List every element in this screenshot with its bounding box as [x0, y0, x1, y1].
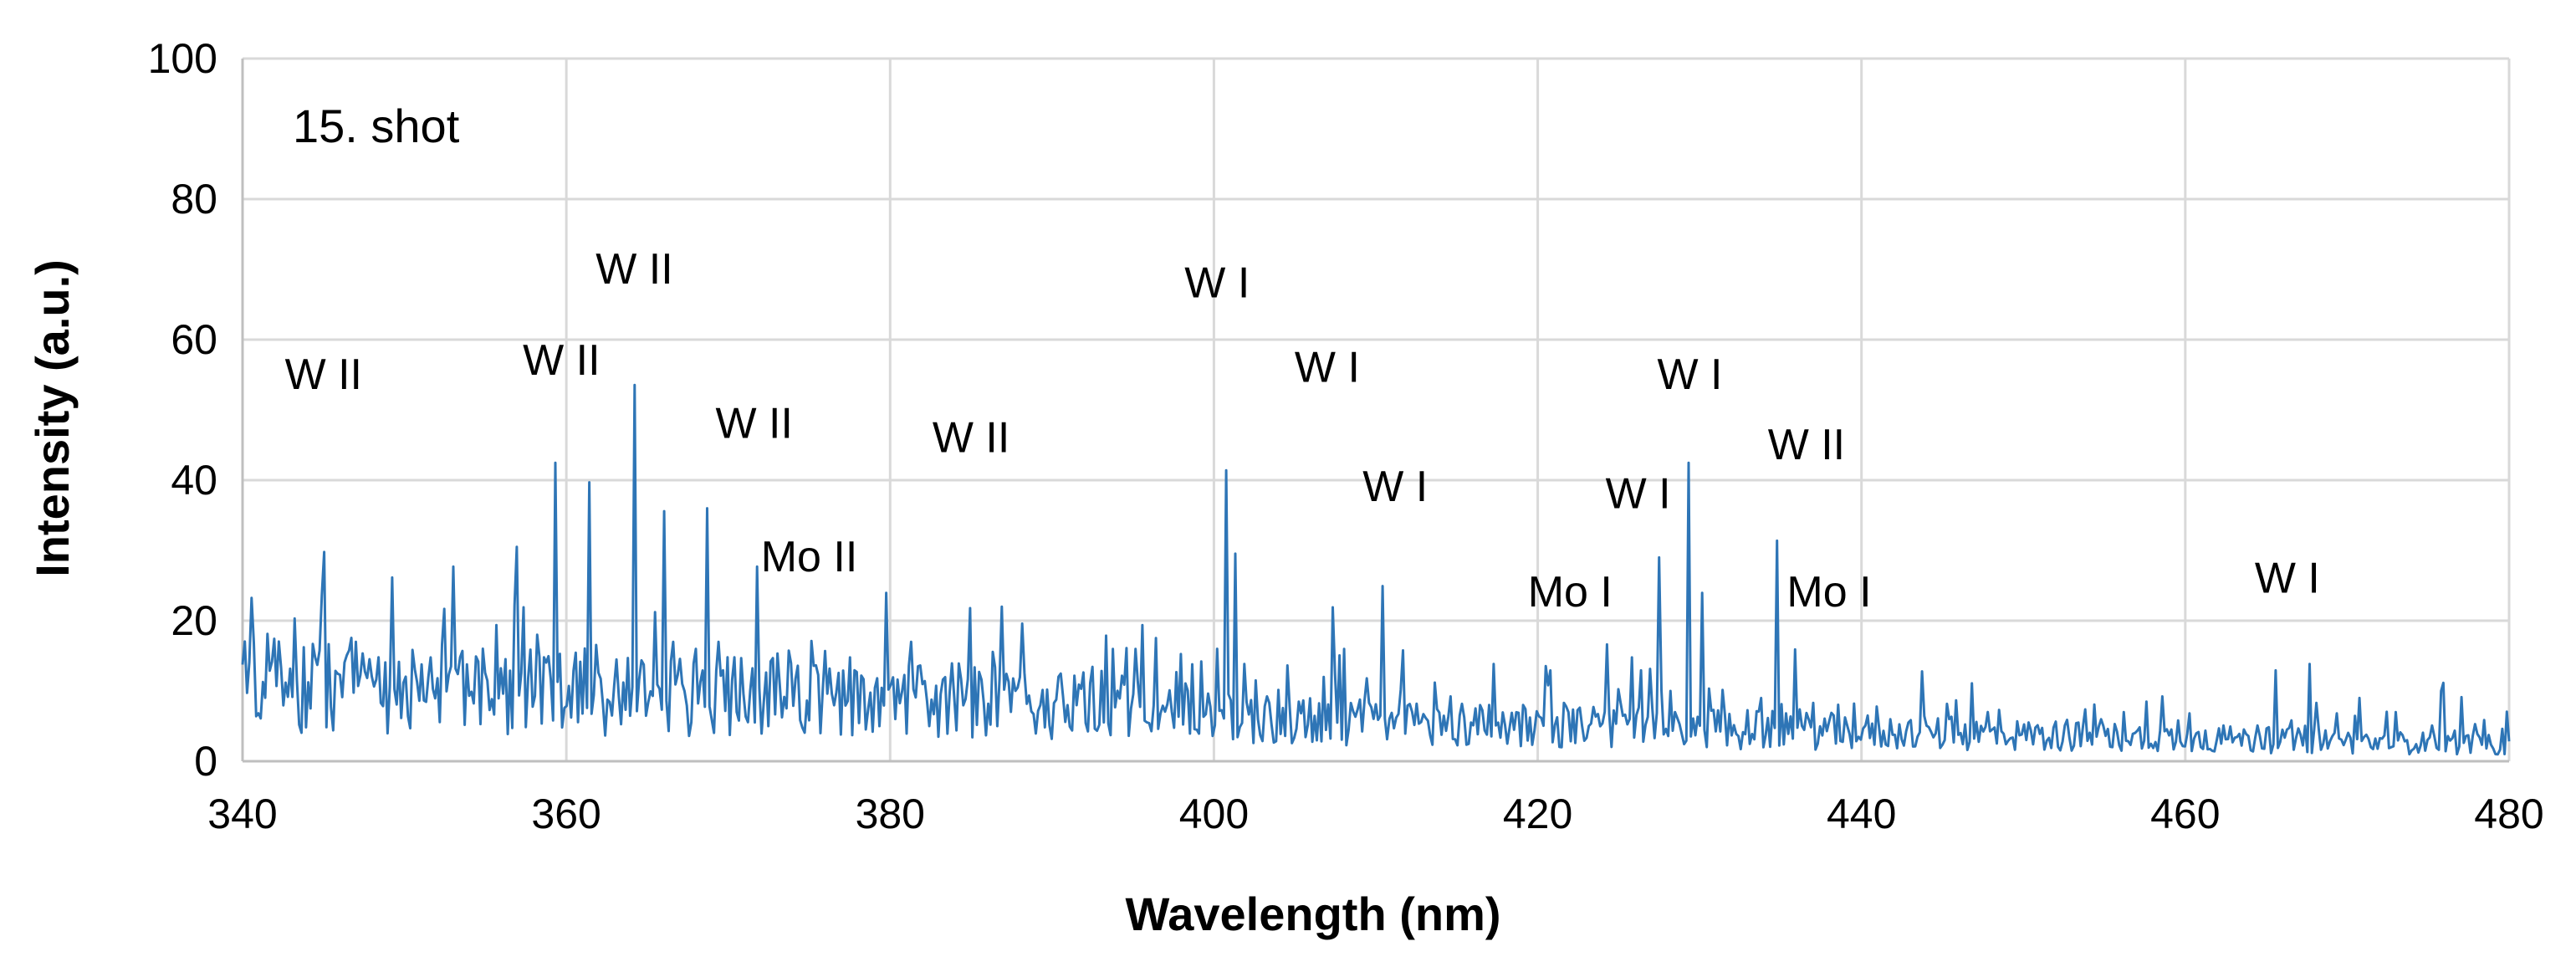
shot-label: 15. shot: [293, 100, 460, 152]
y-tick-label: 20: [171, 597, 217, 644]
line-annotation: W I: [1295, 343, 1360, 391]
axes: [241, 59, 2509, 763]
y-axis-title: Intensity (a.u.): [26, 259, 79, 577]
y-tick-label: 0: [194, 738, 217, 785]
line-annotation: W II: [523, 336, 600, 385]
line-annotation: W II: [1768, 421, 1845, 469]
x-tick-label: 340: [207, 791, 277, 837]
line-annotation: W II: [715, 400, 792, 448]
y-tick-label: 100: [148, 35, 217, 82]
x-axis-title: Wavelength (nm): [1125, 888, 1500, 940]
line-annotation: W I: [1606, 470, 1671, 519]
x-tick-label: 380: [856, 791, 925, 837]
x-tick-label: 420: [1503, 791, 1572, 837]
y-tick-label: 40: [171, 457, 217, 504]
line-annotation: W I: [1658, 351, 1723, 399]
line-annotation: Mo I: [1786, 568, 1871, 617]
line-annotation: W II: [595, 245, 672, 294]
line-annotation: W I: [1184, 259, 1250, 308]
series-group: [241, 383, 2511, 756]
gridlines: [241, 57, 2511, 763]
x-tick-labels: 340 360 380 400 420 440 460 480: [207, 791, 2543, 837]
y-tick-label: 60: [171, 316, 217, 363]
x-tick-label: 460: [2150, 791, 2220, 837]
line-annotation: W II: [933, 413, 1009, 462]
line-annotation: Mo II: [761, 533, 858, 581]
x-tick-label: 400: [1179, 791, 1249, 837]
x-tick-label: 440: [1827, 791, 1896, 837]
line-annotation: W II: [285, 351, 362, 399]
line-annotation: W I: [1362, 463, 1428, 511]
y-tick-labels: 0 20 40 60 80 100: [148, 35, 217, 785]
y-tick-label: 80: [171, 176, 217, 223]
spectrum-line: [241, 383, 2511, 756]
line-annotation: Mo I: [1528, 568, 1613, 617]
x-tick-label: 480: [2474, 791, 2543, 837]
line-annotations: W II W II W II W II Mo II W II W I W I W I Mo I W …: [285, 245, 2320, 617]
x-tick-label: 360: [531, 791, 601, 837]
line-annotation: W I: [2255, 554, 2320, 602]
